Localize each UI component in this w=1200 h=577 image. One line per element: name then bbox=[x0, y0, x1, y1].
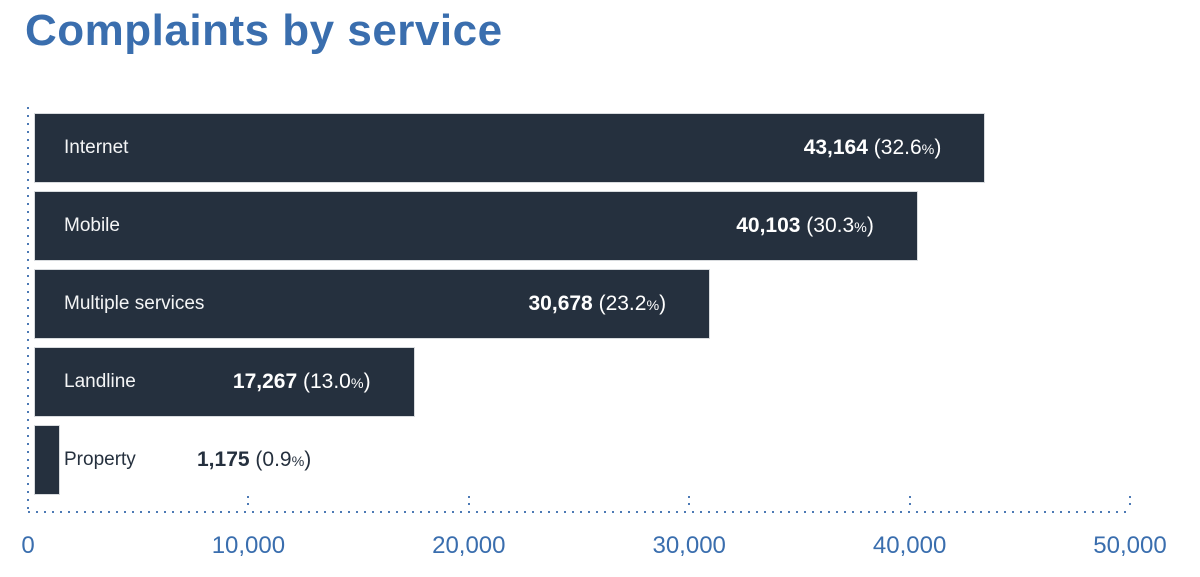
bar-label: Landline bbox=[64, 371, 136, 392]
bar-label: Property bbox=[64, 449, 136, 470]
bar-label: Mobile bbox=[64, 215, 120, 236]
x-axis-tick bbox=[247, 496, 250, 510]
bar-row: Multiple services 30,678 (23.2%) bbox=[34, 269, 1184, 339]
bar-label: Multiple services bbox=[64, 293, 205, 314]
bar-value: 40,103 (30.3%) bbox=[736, 214, 874, 237]
x-axis-tick-label: 40,000 bbox=[872, 532, 947, 559]
bar bbox=[34, 269, 711, 339]
x-axis-tick-label: 30,000 bbox=[652, 532, 726, 559]
bar-label: Internet bbox=[64, 137, 129, 158]
x-axis-tick-label: 20,000 bbox=[432, 532, 506, 559]
bar-row: Internet 43,164 (32.6%) bbox=[34, 113, 1184, 183]
bar bbox=[34, 347, 415, 417]
bar-value: 1,175 (0.9%) bbox=[197, 448, 312, 471]
bar-value: 17,267 (13.0%) bbox=[232, 370, 371, 393]
x-axis-tick bbox=[688, 496, 691, 510]
x-axis-tick-label: 0 bbox=[21, 532, 35, 559]
bar-value: 30,678 (23.2%) bbox=[528, 292, 667, 315]
bar-row: Property 1,175 (0.9%) bbox=[34, 425, 1184, 495]
bar bbox=[34, 113, 986, 183]
x-axis-tick bbox=[467, 496, 470, 510]
bar-row: Landline 17,267 (13.0%) bbox=[34, 347, 1184, 417]
bar-row: Mobile 40,103 (30.3%) bbox=[34, 191, 1184, 261]
x-axis-tick-label: 10,000 bbox=[211, 532, 286, 559]
x-axis-tick bbox=[908, 496, 911, 510]
bar bbox=[34, 425, 60, 495]
y-axis-dotted-line bbox=[27, 107, 29, 513]
bar bbox=[34, 191, 918, 261]
bar-value: 43,164 (32.6%) bbox=[803, 136, 942, 159]
x-axis-tick-label: 50,000 bbox=[1093, 532, 1167, 559]
x-axis-tick bbox=[1129, 496, 1131, 510]
chart-title: Complaints by service bbox=[25, 6, 503, 55]
x-axis-dotted-line bbox=[28, 511, 1132, 513]
